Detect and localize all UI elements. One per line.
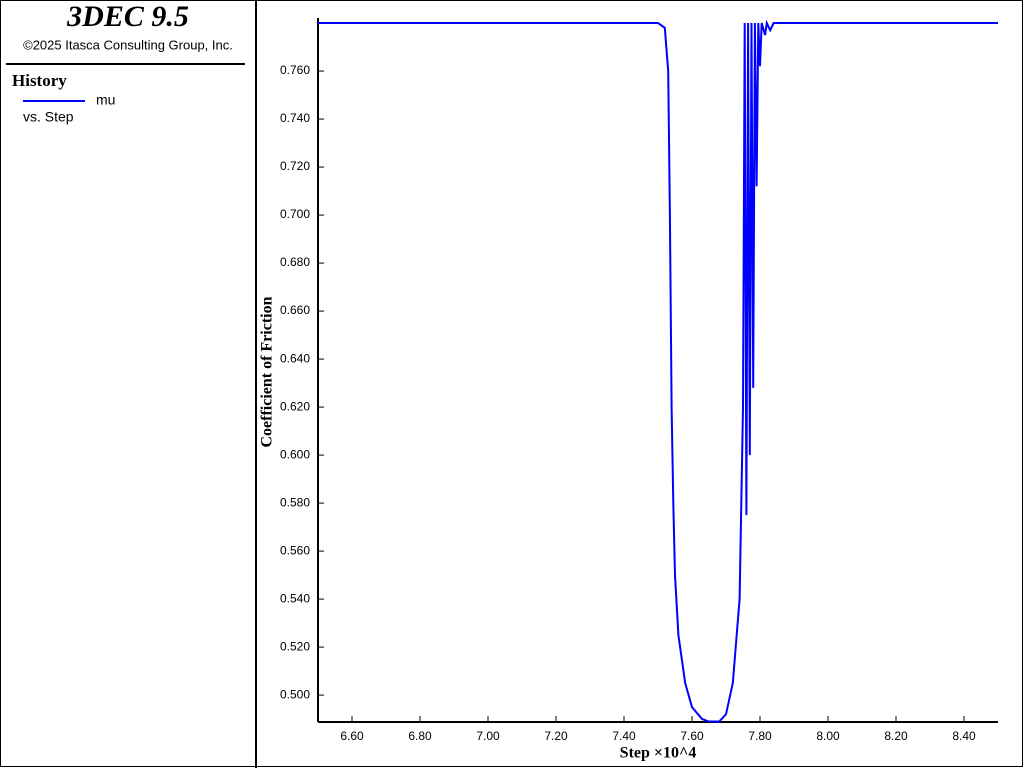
y-tick-label: 0.620 [280,399,310,413]
y-tick-label: 0.600 [280,447,310,461]
y-tick-label: 0.540 [280,591,310,605]
x-tick-label: 8.40 [952,729,976,743]
y-tick-label: 0.740 [280,111,310,125]
legend-entry: mu [96,92,115,108]
legend-title: History [12,71,67,90]
y-axis-label: Coefficient of Friction [259,296,276,447]
app-title: 3DEC 9.5 [66,0,189,33]
x-tick-label: 7.00 [476,729,500,743]
x-tick-label: 8.00 [816,729,840,743]
copyright: ©2025 Itasca Consulting Group, Inc. [23,37,233,52]
series-line [318,19,998,723]
y-tick-label: 0.560 [280,543,310,557]
y-tick-label: 0.680 [280,255,310,269]
x-tick-label: 7.20 [544,729,568,743]
y-tick-label: 0.580 [280,495,310,509]
x-tick-label: 6.60 [340,729,364,743]
y-tick-label: 0.700 [280,207,310,221]
y-tick-label: 0.640 [280,351,310,365]
y-tick-label: 0.720 [280,159,310,173]
x-tick-label: 7.80 [748,729,772,743]
y-tick-label: 0.660 [280,303,310,317]
x-tick-label: 7.60 [680,729,704,743]
x-tick-label: 8.20 [884,729,908,743]
y-tick-label: 0.500 [280,687,310,701]
y-tick-label: 0.520 [280,639,310,653]
x-tick-label: 6.80 [408,729,432,743]
x-axis-label: Step ×10^4 [620,745,697,762]
y-tick-label: 0.760 [280,63,310,77]
x-tick-label: 7.40 [612,729,636,743]
legend-x-label: vs. Step [23,109,74,125]
